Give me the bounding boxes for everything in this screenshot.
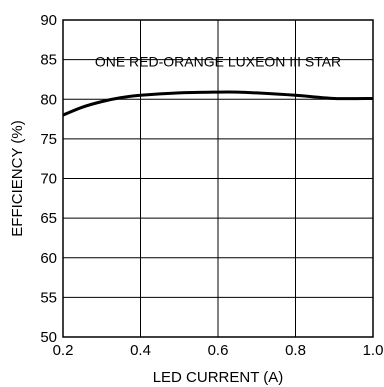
y-tick-label: 90 bbox=[40, 12, 57, 29]
y-tick-label: 70 bbox=[40, 171, 57, 188]
y-tick-labels: 50 55 60 65 70 75 80 85 90 bbox=[40, 12, 57, 346]
x-tick-labels: 0.2 0.4 0.6 0.8 1.0 bbox=[53, 342, 384, 359]
chart-annotation: ONE RED-ORANGE LUXEON III STAR bbox=[95, 54, 341, 70]
plot-frame bbox=[62, 19, 374, 338]
y-tick-label: 65 bbox=[40, 210, 57, 227]
y-tick-label: 85 bbox=[40, 52, 57, 69]
x-axis-label: LED CURRENT (A) bbox=[153, 369, 284, 386]
y-tick-label: 55 bbox=[40, 289, 57, 306]
x-tick-label: 1.0 bbox=[363, 342, 384, 359]
y-axis-label: EFFICIENCY (%) bbox=[9, 120, 26, 236]
grid bbox=[63, 20, 373, 337]
y-tick-label: 80 bbox=[40, 91, 57, 108]
y-tick-label: 50 bbox=[40, 329, 57, 346]
y-tick-label: 75 bbox=[40, 131, 57, 148]
y-tick-label: 60 bbox=[40, 250, 57, 267]
x-tick-label: 0.2 bbox=[53, 342, 74, 359]
x-tick-label: 0.4 bbox=[130, 342, 151, 359]
x-tick-label: 0.6 bbox=[208, 342, 229, 359]
x-tick-label: 0.8 bbox=[285, 342, 306, 359]
efficiency-series-line bbox=[62, 90, 374, 117]
series-layer bbox=[62, 90, 374, 117]
